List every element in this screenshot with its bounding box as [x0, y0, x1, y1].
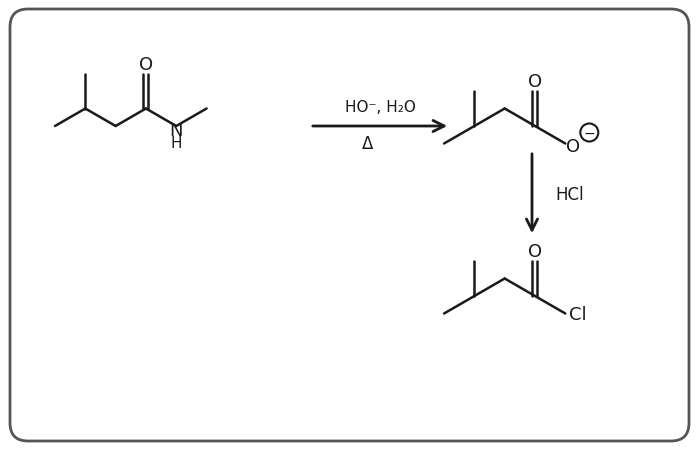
Text: N: N — [169, 122, 183, 140]
Text: O: O — [566, 138, 580, 156]
Text: O: O — [139, 55, 153, 74]
Text: Cl: Cl — [570, 305, 587, 323]
FancyBboxPatch shape — [10, 10, 689, 441]
Text: O: O — [528, 243, 542, 260]
Text: H: H — [171, 135, 182, 150]
Text: O: O — [528, 73, 542, 91]
Text: HO⁻, H₂O: HO⁻, H₂O — [345, 99, 415, 114]
Text: −: − — [584, 126, 595, 140]
Text: Δ: Δ — [362, 135, 374, 152]
Text: HCl: HCl — [556, 186, 584, 203]
